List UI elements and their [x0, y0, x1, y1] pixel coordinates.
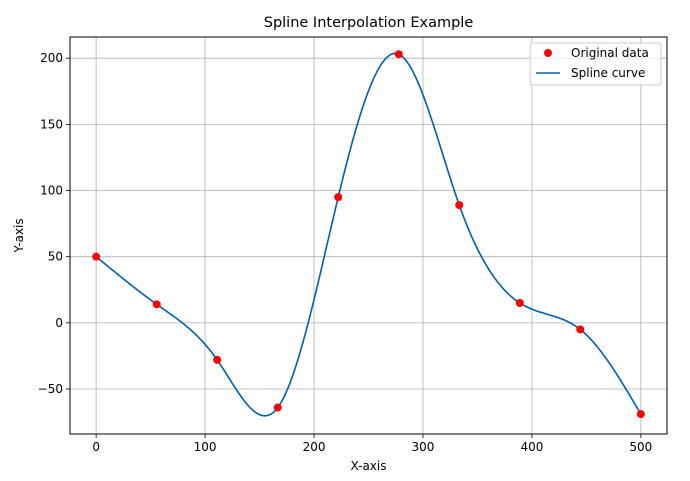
data-point [152, 300, 161, 309]
x-tick-label: 200 [303, 440, 326, 454]
data-point [576, 325, 585, 334]
y-tick-label: 50 [48, 250, 63, 264]
x-tick-label: 300 [412, 440, 435, 454]
x-tick-label: 0 [92, 440, 100, 454]
data-point [515, 298, 524, 307]
y-tick-label: 150 [40, 117, 63, 131]
data-point [273, 403, 282, 412]
x-tick-label: 100 [194, 440, 217, 454]
plot-frame [69, 36, 668, 435]
data-point [394, 50, 403, 59]
y-tick-label: −50 [38, 382, 63, 396]
axis-ticks: 0 100 200 300 400 500 −50 0 50 100 150 200 [38, 51, 653, 454]
y-tick-label: 100 [40, 184, 63, 198]
y-tick-label: 200 [40, 51, 63, 65]
grid-lines [70, 37, 667, 434]
y-axis-label: Y-axis [12, 218, 26, 253]
data-point [334, 193, 343, 202]
data-point [92, 252, 101, 261]
spline-curve-line [95, 52, 642, 417]
legend: Original data Spline curve [529, 42, 662, 86]
x-tick-label: 400 [520, 440, 543, 454]
x-tick-label: 500 [629, 440, 652, 454]
x-axis-label: X-axis [351, 459, 387, 473]
legend-label-original-data: Original data [571, 46, 649, 60]
data-point [455, 201, 464, 210]
legend-marker-original-data [544, 49, 552, 57]
data-point [636, 410, 645, 419]
data-points-layer [92, 50, 645, 419]
legend-box [529, 42, 662, 86]
data-point [213, 355, 222, 364]
y-tick-label: 0 [55, 316, 63, 330]
legend-label-spline-curve: Spline curve [571, 66, 645, 80]
spline-curve-layer [95, 52, 642, 417]
chart-title: Spline Interpolation Example [264, 15, 474, 31]
